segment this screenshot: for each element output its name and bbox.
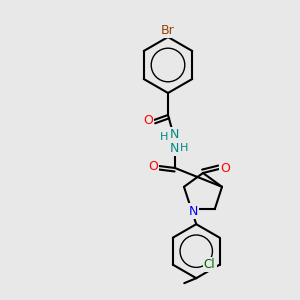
- Text: N: N: [169, 128, 179, 142]
- Text: Cl: Cl: [204, 258, 215, 271]
- Text: O: O: [148, 160, 158, 172]
- Text: H: H: [180, 143, 188, 153]
- Text: O: O: [143, 113, 153, 127]
- Text: H: H: [160, 132, 168, 142]
- Text: O: O: [220, 163, 230, 176]
- Text: Br: Br: [161, 23, 175, 37]
- Text: N: N: [169, 142, 179, 154]
- Text: N: N: [189, 205, 198, 218]
